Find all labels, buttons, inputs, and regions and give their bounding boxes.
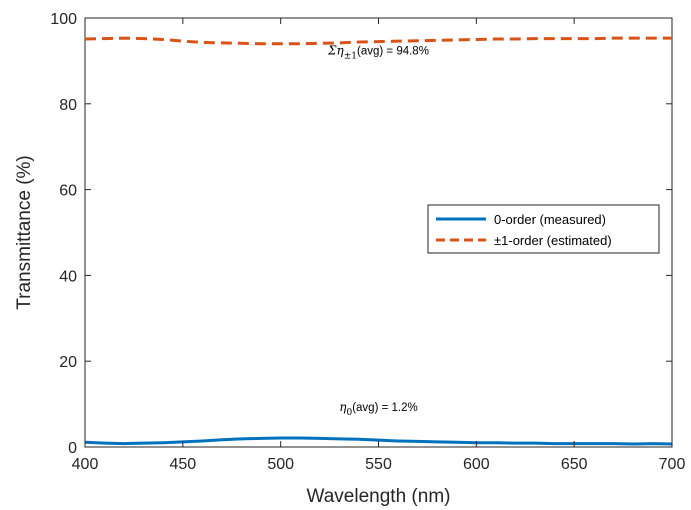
y-tick-label: 20 xyxy=(59,354,77,371)
x-tick-label: 500 xyxy=(267,456,294,473)
legend-box xyxy=(427,204,660,254)
legend-label-1-order: ±1-order (estimated) xyxy=(494,233,612,248)
y-tick-label: 60 xyxy=(59,183,77,200)
x-tick-label: 700 xyxy=(659,456,686,473)
x-tick-label: 550 xyxy=(365,456,392,473)
y-axis-title: Transmittance (%) xyxy=(14,155,35,310)
legend-label-0-order: 0-order (measured) xyxy=(494,212,606,227)
y-tick-label: 40 xyxy=(59,268,77,285)
ticks-layer: 400 450 500 550 600 650 700 0 20 40 60 80 100 xyxy=(50,11,685,473)
y-tick-label: 80 xyxy=(59,97,77,114)
x-axis-title: Wavelength (nm) xyxy=(307,486,451,507)
x-tick-label: 650 xyxy=(561,456,588,473)
series-line-1 xyxy=(84,36,672,46)
legend: 0-order (measured) ±1-order (estimated) xyxy=(427,204,660,254)
x-tick-label: 600 xyxy=(463,456,490,473)
annotation-lower: η0(avg) = 1.2% xyxy=(339,400,417,418)
annotations-layer: Ση±1(avg) = 94.8% η0(avg) = 1.2% xyxy=(327,43,429,417)
annotation-upper: Ση±1(avg) = 94.8% xyxy=(327,43,429,61)
x-tick-label: 450 xyxy=(169,456,196,473)
x-tick-label: 400 xyxy=(72,456,99,473)
y-tick-label: 0 xyxy=(68,440,77,457)
y-tick-label: 100 xyxy=(50,11,77,28)
